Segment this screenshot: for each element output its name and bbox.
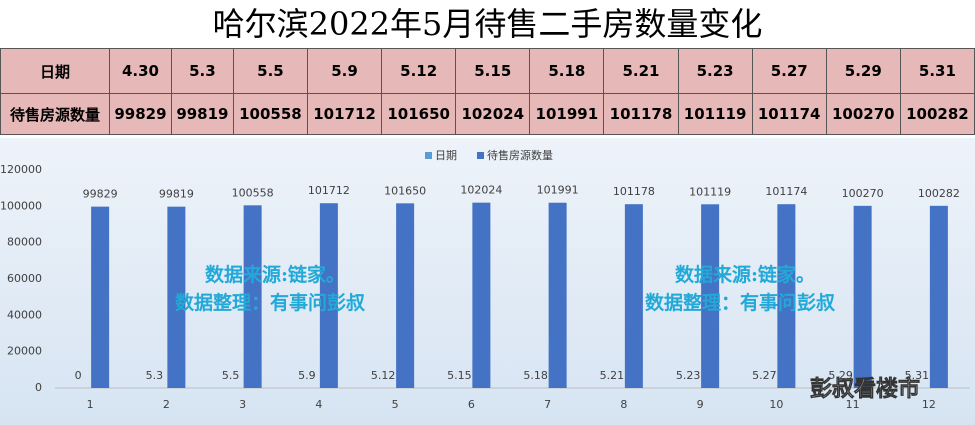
table-cell: 100558 (232, 93, 308, 135)
data-label: 99829 (83, 188, 118, 201)
x-tick-label: 11 (846, 398, 860, 411)
data-label: 100282 (918, 187, 960, 200)
table-cell: 5.12 (381, 48, 457, 94)
data-label: 101174 (765, 185, 807, 198)
table-cell: 101178 (603, 93, 679, 135)
y-tick-label: 60000 (7, 272, 42, 285)
x-tick-label: 5 (392, 398, 399, 411)
data-label: 5.15 (447, 369, 472, 382)
bar (853, 205, 872, 388)
data-label: 5.21 (600, 369, 625, 382)
table-cell: 5.15 (455, 48, 531, 94)
x-tick-label: 7 (544, 398, 551, 411)
data-label: 100270 (842, 187, 884, 200)
table-cell: 101991 (529, 93, 605, 135)
table-cell: 5.23 (677, 48, 753, 94)
x-tick-label: 10 (769, 398, 783, 411)
table-cell: 4.30 (109, 48, 172, 94)
data-label: 5.31 (905, 369, 930, 382)
x-tick-label: 4 (315, 398, 322, 411)
y-tick-label: 80000 (7, 236, 42, 249)
table-cell: 5.3 (170, 48, 234, 94)
data-label: 0 (75, 369, 82, 382)
data-label: 101650 (384, 184, 426, 197)
table-cell: 99819 (170, 93, 234, 135)
y-tick-label: 40000 (7, 308, 42, 321)
bar (243, 205, 262, 388)
legend-swatch (477, 152, 484, 159)
bar (167, 206, 186, 388)
data-label: 99819 (159, 188, 194, 201)
chart: 0 20000 40000 60000 80000 100000 120000 日期 待售房源数… (0, 138, 975, 425)
x-tick-label: 12 (922, 398, 936, 411)
table-cell: 5.31 (899, 48, 975, 94)
data-label: 101119 (689, 185, 731, 198)
table-cell: 5.29 (825, 48, 901, 94)
table-cell: 101712 (306, 93, 383, 135)
legend-label: 日期 (435, 149, 457, 162)
data-label: 100558 (232, 186, 274, 199)
x-tick-label: 9 (697, 398, 704, 411)
x-tick-label: 8 (620, 398, 627, 411)
data-label: 5.5 (222, 369, 240, 382)
data-label: 101991 (537, 184, 579, 197)
table-cell: 5.9 (306, 48, 383, 94)
bar (472, 202, 491, 388)
table-cell: 5.21 (603, 48, 679, 94)
table-cell: 5.27 (751, 48, 827, 94)
table-cell: 101650 (381, 93, 457, 135)
bar (91, 206, 110, 388)
annotation: 数据整理：有事问彭叔 (175, 291, 366, 314)
data-label: 5.18 (523, 369, 548, 382)
bar (624, 204, 643, 388)
data-label: 101178 (613, 185, 655, 198)
bar (396, 203, 415, 388)
table-cell: 101119 (677, 93, 753, 135)
bar (777, 204, 796, 388)
x-tick-label: 1 (87, 398, 94, 411)
page-title: 哈尔滨2022年5月待售二手房数量变化 (212, 5, 763, 43)
bar (319, 203, 338, 388)
table-cell: 100282 (899, 93, 975, 135)
bar (548, 202, 567, 388)
x-tick-label: 3 (239, 398, 246, 411)
table-cell: 101174 (751, 93, 827, 135)
bar (929, 205, 948, 388)
data-label: 5.29 (828, 369, 853, 382)
data-label: 5.23 (676, 369, 701, 382)
y-tick-label: 100000 (0, 199, 42, 212)
data-label: 5.9 (298, 369, 316, 382)
watermark: 彭叔看楼市 (810, 376, 920, 402)
x-tick-label: 6 (468, 398, 475, 411)
table-cell: 99829 (109, 93, 172, 135)
table-row: 待售房源数量 99829 99819 100558 101712 101650 102024… (0, 93, 975, 135)
table-cell: 日期 (0, 48, 110, 94)
y-tick-label: 0 (35, 381, 42, 394)
data-label: 5.12 (371, 369, 396, 382)
annotation: 数据来源:链家。 (205, 263, 345, 286)
table-row: 日期 4.30 5.3 5.5 5.9 5.12 5.15 5.18 5.21 5.23 5.27 5… (0, 48, 975, 94)
bar (701, 204, 720, 388)
x-tick-label: 2 (163, 398, 170, 411)
y-tick-label: 20000 (7, 345, 42, 358)
data-table: 日期 4.30 5.3 5.5 5.9 5.12 5.15 5.18 5.21 5.23 5.27 5… (0, 48, 975, 135)
table-cell: 5.5 (232, 48, 308, 94)
data-label: 5.27 (752, 369, 777, 382)
table-cell: 5.18 (529, 48, 605, 94)
table-cell: 待售房源数量 (0, 93, 110, 135)
legend-swatch (425, 152, 432, 159)
data-label: 102024 (460, 184, 502, 197)
legend-label: 待售房源数量 (487, 148, 553, 162)
table-cell: 102024 (455, 93, 531, 135)
data-label: 101712 (308, 184, 350, 197)
annotation: 数据整理：有事问彭叔 (645, 291, 836, 314)
data-label: 5.3 (146, 369, 164, 382)
table-cell: 100270 (825, 93, 901, 135)
annotation: 数据来源:链家。 (675, 263, 815, 286)
y-tick-label: 120000 (0, 163, 42, 176)
